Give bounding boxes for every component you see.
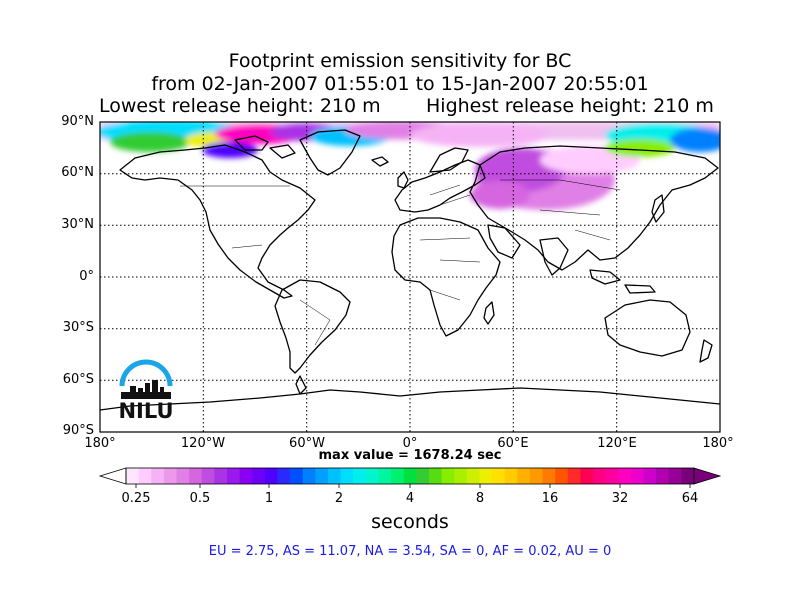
colorbar-cell — [441, 468, 455, 484]
lowest-release-height: Lowest release height: 210 m — [99, 95, 381, 117]
colorbar-cell — [189, 468, 203, 484]
colorbar-tick-label-2: 0.5 — [189, 491, 211, 506]
lat-label-60n: 60°N — [61, 165, 94, 180]
lon-label-0: 0° — [402, 436, 418, 451]
colorbar-cell — [542, 468, 556, 484]
colorbar-cell — [605, 468, 619, 484]
colorbar-cell — [214, 468, 228, 484]
region-stats: EU = 2.75, AS = 11.07, NA = 3.54, SA = 0… — [208, 544, 612, 559]
colorbar-cell — [378, 468, 392, 484]
colorbar-cell — [668, 468, 682, 484]
colorbar-cell — [593, 468, 607, 484]
colorbar-cell — [163, 468, 177, 484]
highest-release-height: Highest release height: 210 m — [426, 95, 714, 117]
colorbar-units-label: seconds — [371, 511, 449, 533]
colorbar-cell — [555, 468, 569, 484]
colorbar-cell — [365, 468, 379, 484]
lon-label-120w: 120°W — [180, 436, 226, 451]
colorbar-cell — [567, 468, 581, 484]
lat-label-0: 0° — [79, 269, 94, 284]
colorbar-cell — [126, 468, 140, 484]
colorbar-cell — [681, 468, 695, 484]
colorbar-cell — [630, 468, 644, 484]
colorbar-cell — [226, 468, 240, 484]
colorbar-cell — [454, 468, 468, 484]
colorbar-cell — [340, 468, 354, 484]
lat-label-30n: 30°N — [61, 217, 94, 232]
colorbar-cell — [252, 468, 266, 484]
colorbar-cell — [580, 468, 594, 484]
colorbar-cell — [479, 468, 493, 484]
colorbar-over-arrow — [693, 467, 722, 485]
colorbar-cell — [277, 468, 291, 484]
lon-label-60e: 60°E — [497, 436, 529, 451]
lon-label-60w: 60°W — [289, 436, 325, 451]
colorbar-cell — [403, 468, 417, 484]
plot-title-line-2: from 02-Jan-2007 01:55:01 to 15-Jan-2007… — [151, 73, 649, 95]
colorbar-tick-label-5: 4 — [405, 491, 415, 506]
lon-label-180w: 180° — [84, 436, 116, 451]
colorbar-cell — [315, 468, 329, 484]
colorbar-tick-label-1: 0.25 — [121, 491, 151, 506]
colorbar-cell — [529, 468, 543, 484]
colorbar-cell — [302, 468, 316, 484]
lon-label-120e: 120°E — [597, 436, 637, 451]
colorbar-cell — [656, 468, 670, 484]
colorbar-cell — [151, 468, 165, 484]
colorbar-cell — [504, 468, 518, 484]
colorbar-tick-label-7: 16 — [541, 491, 559, 506]
nilu-logo-text: NILU — [118, 399, 174, 423]
colorbar-cell — [264, 468, 278, 484]
colorbar-cell — [201, 468, 215, 484]
colorbar-under-arrow — [98, 467, 127, 485]
colorbar-cell — [517, 468, 531, 484]
map-frame — [99, 121, 721, 433]
colorbar-tick-label-9: 64 — [681, 491, 699, 506]
colorbar-cell — [239, 468, 253, 484]
lat-label-90n: 90°N — [61, 114, 94, 129]
colorbar-tick-label-3: 1 — [264, 491, 274, 506]
colorbar-cell — [290, 468, 304, 484]
lat-label-90s: 90°S — [62, 423, 94, 438]
colorbar-cell — [327, 468, 341, 484]
max-value-label: max value = 1678.24 sec — [318, 448, 502, 463]
lat-label-30s: 30°S — [62, 320, 94, 335]
plot-title-line-1: Footprint emission sensitivity for BC — [228, 50, 572, 72]
colorbar-cell — [618, 468, 632, 484]
colorbar-cell — [353, 468, 367, 484]
colorbar-cell — [643, 468, 657, 484]
colorbar-cell — [428, 468, 442, 484]
colorbar-cell — [466, 468, 480, 484]
lon-label-180e: 180° — [702, 436, 734, 451]
colorbar-cell — [416, 468, 430, 484]
colorbar-tick-label-6: 8 — [475, 491, 485, 506]
colorbar-cell — [176, 468, 190, 484]
lat-label-60s: 60°S — [62, 372, 94, 387]
colorbar-tick-label-4: 2 — [334, 491, 344, 506]
colorbar-cell — [391, 468, 405, 484]
coastlines — [100, 129, 720, 411]
colorbar-tick-label-8: 32 — [611, 491, 629, 506]
colorbar-cell — [492, 468, 506, 484]
nilu-logo: NILU — [116, 356, 176, 426]
country-borders — [180, 179, 621, 346]
colorbar-cell — [138, 468, 152, 484]
